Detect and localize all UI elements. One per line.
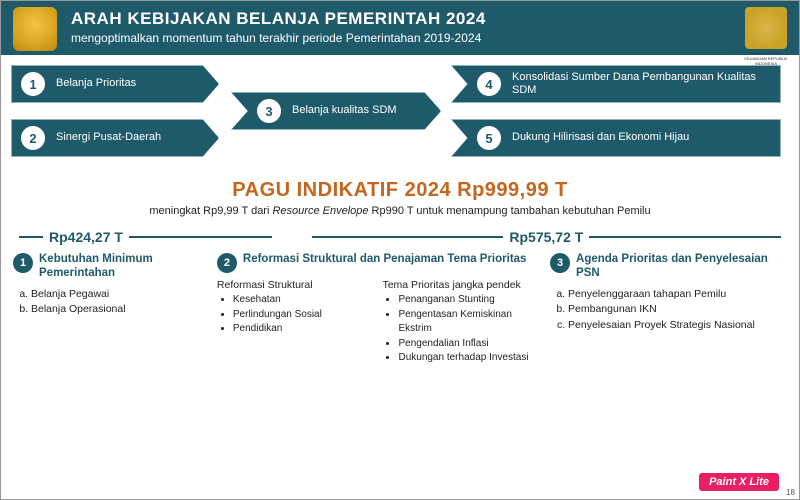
detail-col-1: 1 Kebutuhan Minimum Pemerintahan Belanja… [13, 253, 207, 366]
indikatif-subtitle: meningkat Rp9,99 T dari Resource Envelop… [1, 205, 799, 217]
detail-row: 1 Kebutuhan Minimum Pemerintahan Belanja… [13, 253, 787, 366]
pillars-diagram: 1 Belanja Prioritas 2 Sinergi Pusat-Daer… [1, 61, 799, 173]
col-number: 1 [13, 253, 33, 273]
col1-list: Belanja Pegawai Belanja Operasional [13, 287, 207, 319]
list-item: Pengendalian Inflasi [398, 337, 540, 352]
list-item: Perlindungan Sosial [233, 308, 375, 323]
subcol-title: Tema Prioritas jangka pendek [382, 279, 540, 291]
pillar-label: Konsolidasi Sumber Dana Pembangunan Kual… [512, 71, 770, 97]
pillar-label: Belanja kualitas SDM [292, 104, 397, 117]
detail-col-2: 2 Reformasi Struktural dan Penajaman Tem… [217, 253, 540, 366]
pillar-4: 4 Konsolidasi Sumber Dana Pembangunan Ku… [451, 65, 781, 103]
list-item: Penanganan Stunting [398, 293, 540, 308]
col-number: 3 [550, 253, 570, 273]
pillar-label: Dukung Hilirisasi dan Ekonomi Hijau [512, 131, 689, 144]
list-item: Kesehatan [233, 293, 375, 308]
pillar-5: 5 Dukung Hilirisasi dan Ekonomi Hijau [451, 119, 781, 157]
pillar-number: 2 [20, 125, 46, 151]
page-number: 18 [786, 488, 795, 497]
pillar-number: 1 [20, 71, 46, 97]
amount-right: Rp575,72 T [503, 229, 589, 245]
list-item: Penyelesaian Proyek Strategis Nasional [568, 318, 787, 334]
pagu-indikatif: PAGU INDIKATIF 2024 Rp999,99 T meningkat… [1, 179, 799, 217]
list-item: Belanja Pegawai [31, 287, 207, 303]
pillar-number: 5 [476, 125, 502, 151]
pillar-1: 1 Belanja Prioritas [11, 65, 219, 103]
list-item: Belanja Operasional [31, 302, 207, 318]
header: KEMENTERIAN KEUANGAN REPUBLIK INDONESIA … [1, 1, 799, 55]
subcol-reformasi: Reformasi Struktural Kesehatan Perlindun… [217, 279, 375, 366]
col-title: Reformasi Struktural dan Penajaman Tema … [243, 253, 527, 267]
amount-left: Rp424,27 T [43, 229, 129, 245]
col-title: Kebutuhan Minimum Pemerintahan [39, 253, 207, 281]
watermark-badge: Paint X Lite [699, 473, 779, 491]
list-item: Pendidikan [233, 322, 375, 337]
detail-col-3: 3 Agenda Prioritas dan Penyelesaian PSN … [550, 253, 787, 366]
pillar-3: 3 Belanja kualitas SDM [231, 92, 441, 130]
col-title: Agenda Prioritas dan Penyelesaian PSN [576, 253, 787, 281]
page-title: ARAH KEBIJAKAN BELANJA PEMERINTAH 2024 [71, 9, 729, 29]
list-item: Dukungan terhadap Investasi [398, 351, 540, 366]
pillar-number: 3 [256, 98, 282, 124]
col3-list: Penyelenggaraan tahapan Pemilu Pembangun… [550, 287, 787, 334]
indikatif-title: PAGU INDIKATIF 2024 Rp999,99 T [1, 179, 799, 202]
list-item: Penyelenggaraan tahapan Pemilu [568, 287, 787, 303]
pillar-2: 2 Sinergi Pusat-Daerah [11, 119, 219, 157]
page-subtitle: mengoptimalkan momentum tahun terakhir p… [71, 31, 729, 45]
subcol-title: Reformasi Struktural [217, 279, 375, 291]
list-item: Pembangunan IKN [568, 302, 787, 318]
col-number: 2 [217, 253, 237, 273]
pillar-label: Sinergi Pusat-Daerah [56, 131, 161, 144]
garuda-emblem-icon [13, 7, 57, 51]
subcol-tema: Tema Prioritas jangka pendek Penanganan … [382, 279, 540, 366]
amount-row: Rp424,27 T Rp575,72 T [19, 229, 781, 245]
ministry-logo-icon [745, 7, 787, 49]
pillar-number: 4 [476, 71, 502, 97]
list-item: Pengentasan Kemiskinan Ekstrim [398, 308, 540, 337]
pillar-label: Belanja Prioritas [56, 77, 136, 90]
